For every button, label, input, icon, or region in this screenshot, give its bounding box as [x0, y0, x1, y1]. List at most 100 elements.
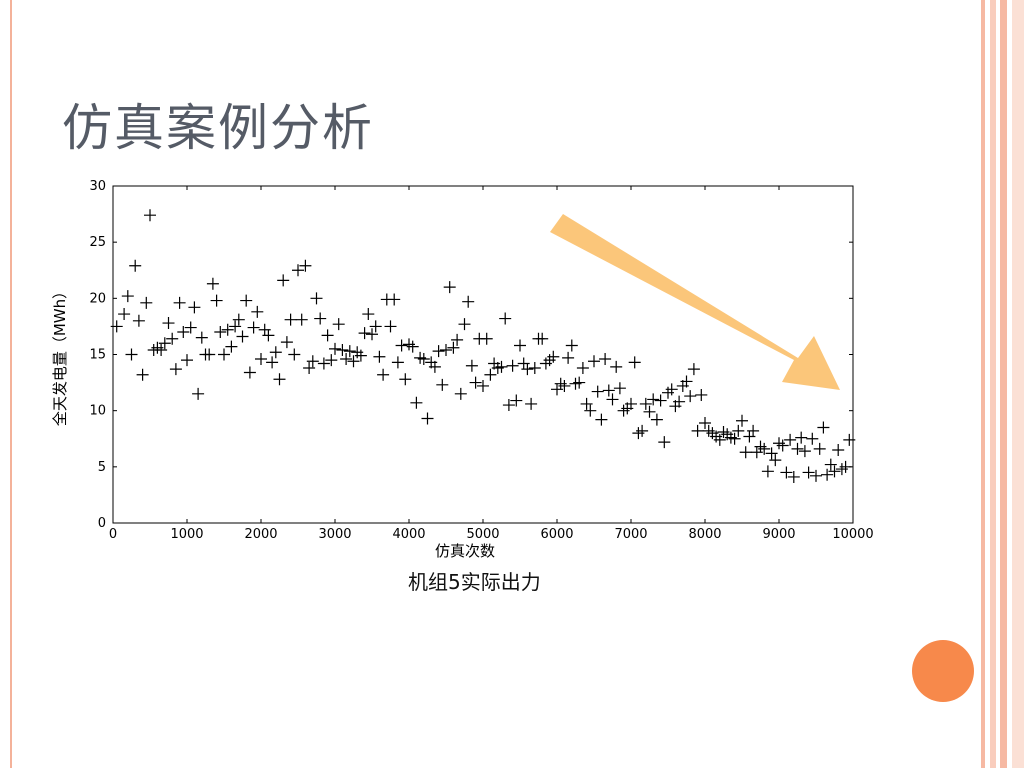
x-axis-label: 仿真次数 [435, 542, 495, 560]
data-point-marker [610, 360, 623, 373]
data-point-marker [680, 375, 693, 388]
x-axis: 0 1000 2000 3000 4000 5000 6000 7000 8000 9000 100… [109, 186, 874, 542]
data-point-marker [132, 314, 145, 327]
x-tick-label: 0 [109, 527, 117, 542]
data-point-marker [650, 413, 663, 426]
data-point-marker [602, 384, 615, 397]
data-point-marker [791, 442, 804, 455]
data-point-marker [391, 356, 404, 369]
data-point-marker [732, 424, 745, 437]
data-point-marker [810, 469, 822, 482]
data-point-marker [218, 348, 230, 361]
frame-left-line [10, 0, 12, 768]
data-point-marker [136, 368, 149, 381]
data-point-marker [465, 359, 478, 372]
data-point-marker [562, 351, 575, 364]
data-point-marker [321, 329, 334, 342]
chart-svg: 0 1000 2000 3000 4000 5000 6000 7000 8000 9000 100… [51, 179, 874, 560]
data-point-marker [506, 359, 519, 372]
data-point-marker [144, 209, 156, 222]
data-point-marker [761, 465, 774, 478]
data-point-marker [591, 385, 604, 398]
y-tick-label: 10 [89, 404, 106, 419]
data-point-marker [173, 296, 186, 309]
x-tick-label: 2000 [244, 527, 277, 542]
data-point-marker [162, 317, 175, 330]
data-point-marker [502, 399, 515, 412]
data-point-marker [273, 373, 286, 386]
data-point-marker [395, 339, 408, 352]
data-point-marker [121, 290, 134, 303]
data-point-marker [839, 460, 852, 473]
data-point-marker [817, 421, 830, 434]
data-point-marker [454, 387, 467, 400]
data-point-marker [214, 326, 227, 339]
data-point-marker [236, 330, 249, 343]
data-point-marker [595, 413, 608, 426]
chart-caption: 机组5实际出力 [408, 570, 541, 594]
data-point-marker [769, 454, 782, 467]
data-point-marker [525, 397, 538, 410]
data-point-marker [828, 465, 841, 478]
data-point-marker [181, 354, 193, 367]
data-point-marker [362, 308, 375, 321]
data-point-marker [192, 387, 205, 400]
data-point-marker [573, 376, 586, 389]
y-axis: 0 5 10 15 20 25 30 [89, 179, 853, 531]
data-point-marker [288, 348, 301, 361]
y-tick-label: 20 [89, 291, 106, 306]
data-point-marker [251, 305, 264, 318]
data-point-marker [210, 294, 223, 307]
data-point-marker [747, 424, 760, 437]
data-point-marker [110, 320, 123, 333]
data-point-marker [229, 320, 242, 333]
data-point-marker [306, 355, 319, 368]
data-point-marker [462, 295, 475, 308]
data-point-marker [713, 433, 726, 446]
data-point-marker [366, 328, 378, 341]
data-point-marker [317, 357, 330, 370]
data-point-marker [558, 379, 571, 392]
data-points [110, 209, 856, 483]
data-point-marker [377, 368, 390, 381]
data-point-marker [347, 355, 360, 368]
data-point-marker [166, 332, 179, 345]
data-point-marker [158, 337, 171, 350]
data-point-marker [495, 360, 508, 373]
data-point-marker [336, 344, 349, 357]
data-point-marker [332, 318, 345, 331]
data-point-marker [443, 281, 456, 294]
data-point-marker [299, 259, 312, 272]
x-tick-label: 10000 [832, 527, 873, 542]
data-point-marker [795, 431, 808, 444]
scatter-chart: 0 1000 2000 3000 4000 5000 6000 7000 8000 9000 100… [40, 170, 900, 570]
x-tick-label: 3000 [318, 527, 351, 542]
frame-right-stripe [981, 0, 985, 768]
data-point-marker [728, 432, 741, 445]
data-point-marker [580, 397, 593, 410]
y-tick-label: 5 [98, 460, 106, 475]
data-point-marker [643, 405, 656, 418]
x-tick-label: 4000 [392, 527, 425, 542]
data-point-marker [125, 348, 138, 361]
data-point-marker [832, 443, 845, 456]
data-point-marker [787, 470, 800, 483]
x-tick-label: 8000 [688, 527, 721, 542]
x-tick-label: 9000 [762, 527, 795, 542]
data-point-marker [806, 432, 819, 445]
data-point-marker [388, 293, 401, 306]
trend-arrow [550, 214, 840, 390]
data-point-marker [739, 446, 752, 459]
data-point-marker [547, 350, 560, 363]
data-point-marker [802, 466, 815, 479]
data-point-marker [343, 345, 356, 358]
x-tick-label: 7000 [614, 527, 647, 542]
data-point-marker [384, 320, 397, 333]
data-point-marker [421, 412, 434, 425]
data-point-marker [469, 376, 482, 389]
data-point-marker [824, 458, 837, 471]
data-point-marker [417, 352, 430, 365]
data-point-marker [262, 329, 275, 342]
data-point-marker [687, 363, 700, 376]
x-tick-label: 5000 [466, 527, 499, 542]
